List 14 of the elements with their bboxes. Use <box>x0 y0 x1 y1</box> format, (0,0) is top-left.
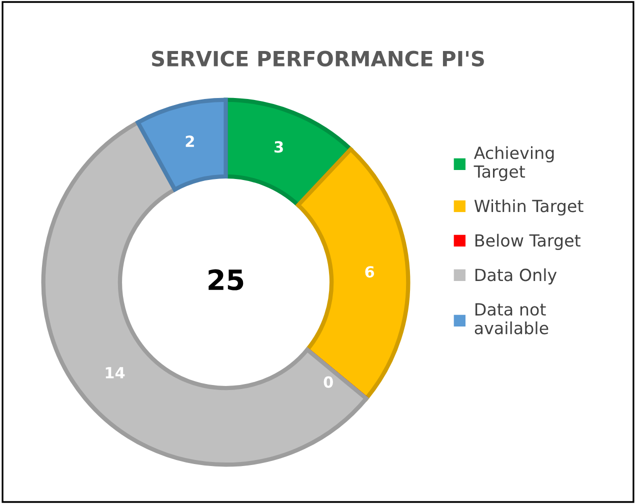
data-label: 6 <box>365 266 374 278</box>
donut-slice <box>296 147 410 401</box>
legend-label: Within Target <box>474 199 584 216</box>
legend-label: Data Only <box>475 268 557 284</box>
donut-slice <box>136 98 228 192</box>
chart-title: SERVICE PERFORMANCE PI'S <box>152 50 484 67</box>
data-label: 3 <box>274 141 283 153</box>
data-label: 14 <box>106 367 125 378</box>
legend-label: Achieving Target <box>474 146 554 182</box>
legend-label: Below Target <box>475 234 580 250</box>
text: 25 <box>208 269 244 290</box>
legend-label: Data not available <box>474 303 548 334</box>
data-label: 2 <box>186 136 194 147</box>
text: 0 <box>324 376 333 388</box>
